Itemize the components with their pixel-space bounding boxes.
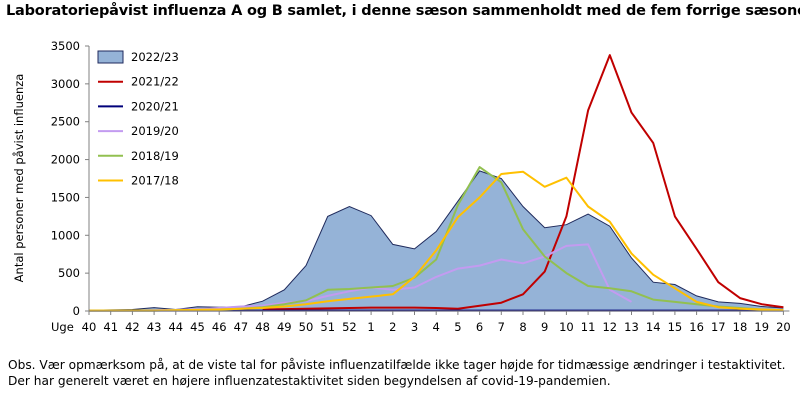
x-tick-label: 11 (581, 320, 596, 334)
x-tick-label: 14 (646, 320, 661, 334)
legend-swatch-2022-23 (97, 50, 124, 64)
x-tick-label: 12 (602, 320, 617, 334)
x-tick-label: 47 (234, 320, 249, 334)
footnote: Obs. Vær opmærksom på, at de viste tal f… (8, 358, 786, 388)
y-tick-label: 2500 (51, 115, 80, 129)
x-tick-label: 42 (125, 320, 140, 334)
x-tick-label: 50 (299, 320, 314, 334)
x-tick-label: 16 (689, 320, 704, 334)
x-tick-label: 2 (389, 320, 396, 334)
x-tick-label: 1 (367, 320, 374, 334)
x-tick-label: 9 (541, 320, 548, 334)
x-axis-label: Uge (51, 320, 74, 334)
x-tick-label: 52 (342, 320, 357, 334)
x-tick-label: 20 (776, 320, 791, 334)
x-tick-label: 6 (476, 320, 483, 334)
y-tick-label: 0 (73, 304, 80, 318)
legend-label-2018-19: 2018/19 (131, 149, 179, 163)
x-tick-label: 45 (190, 320, 205, 334)
y-tick-label: 1000 (51, 228, 80, 242)
x-tick-label: 17 (711, 320, 726, 334)
series-line-2021-22 (262, 54, 784, 311)
y-tick-label: 3000 (51, 77, 80, 91)
x-tick-label: 43 (147, 320, 162, 334)
legend-label-2020-21: 2020/21 (131, 99, 179, 113)
legend-label-2021-22: 2021/22 (131, 75, 179, 89)
y-tick-label: 500 (58, 266, 80, 280)
chart-title: Laboratoriepåvist influenza A og B samle… (6, 3, 800, 19)
x-tick-label: 48 (255, 320, 270, 334)
series-area-2022-23 (89, 170, 784, 311)
legend-label-2019-20: 2019/20 (131, 124, 179, 138)
x-tick-label: 18 (733, 320, 748, 334)
x-tick-label: 7 (498, 320, 505, 334)
legend: 2022/23 2021/22 2020/21 2019/20 2018/19 2017/… (97, 50, 179, 188)
chart: Antal personer med påvist influenza Uge … (12, 39, 791, 334)
legend-label-2017-18: 2017/18 (131, 174, 179, 188)
plot-area (88, 54, 784, 312)
x-tick-label: 44 (168, 320, 183, 334)
x-tick-label: 41 (103, 320, 118, 334)
x-tick-label: 10 (559, 320, 574, 334)
x-tick-label: 13 (624, 320, 639, 334)
y-tick-label: 2000 (51, 153, 80, 167)
x-tick-label: 4 (433, 320, 440, 334)
y-tick-label: 1500 (51, 190, 80, 204)
x-tick-label: 46 (212, 320, 227, 334)
x-tick-label: 51 (320, 320, 335, 334)
y-tick-label: 3500 (51, 39, 80, 53)
x-tick-label: 49 (277, 320, 292, 334)
x-tick-label: 5 (454, 320, 461, 334)
x-tick-label: 19 (754, 320, 769, 334)
x-tick-label: 40 (82, 320, 97, 334)
x-tick-label: 8 (519, 320, 526, 334)
y-axis-label: Antal personer med påvist influenza (12, 74, 26, 283)
x-tick-label: 3 (411, 320, 418, 334)
x-tick-label: 15 (668, 320, 683, 334)
legend-label-2022-23: 2022/23 (131, 50, 179, 64)
series-line-2017-18 (89, 170, 784, 312)
